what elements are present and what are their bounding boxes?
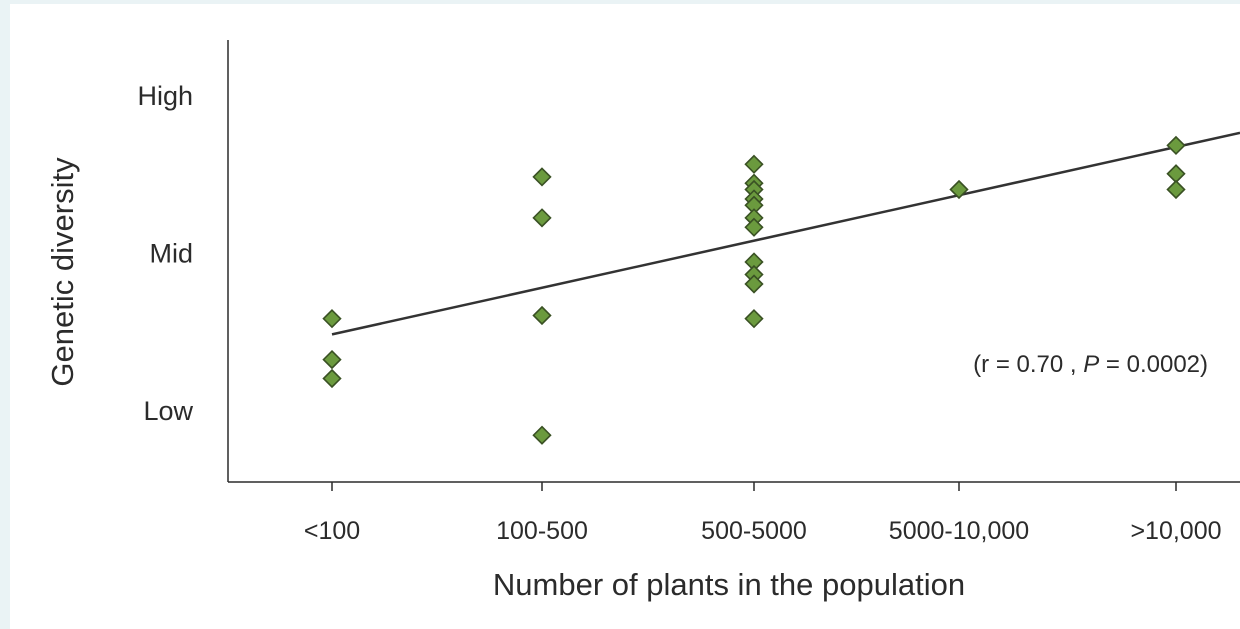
trendline: [331, 131, 1240, 336]
data-point: [744, 154, 764, 174]
y-level-label: Low: [143, 396, 193, 426]
data-point: [1166, 179, 1186, 200]
data-point: [532, 305, 552, 326]
y-level-label: Mid: [149, 239, 193, 269]
labels-group: <100 100-500 500-5000 5000-10,000 >10,000 Hig…: [137, 81, 1221, 545]
stat-p-value: = 0.0002): [1099, 351, 1208, 378]
x-tick-label: 100-500: [496, 517, 588, 545]
trendline-group: [331, 131, 1240, 336]
data-point: [744, 217, 764, 237]
data-point: [322, 368, 342, 389]
stat-p-symbol: P: [1083, 351, 1099, 378]
data-point: [322, 349, 342, 370]
stat-r: (r = 0.70 ,: [973, 351, 1083, 378]
x-tick-label: 5000-10,000: [889, 517, 1029, 545]
x-axis-title: Number of plants in the population: [493, 567, 965, 602]
axes: [227, 40, 1240, 491]
stat-annotation: (r = 0.70 , P = 0.0002): [973, 351, 1208, 378]
points-group: [322, 135, 1186, 445]
data-point: [744, 309, 764, 329]
data-point: [1166, 164, 1186, 184]
data-point: [532, 208, 552, 228]
x-tick-label: 500-5000: [701, 517, 807, 545]
x-tick-label: <100: [304, 517, 360, 545]
data-point: [532, 167, 552, 187]
scatter-chart: <100 100-500 500-5000 5000-10,000 >10,000 Hig…: [45, 40, 1240, 602]
y-level-label: High: [137, 81, 193, 111]
data-point: [532, 425, 552, 445]
data-point: [322, 309, 342, 329]
data-point: [744, 274, 764, 294]
x-tick-label: >10,000: [1130, 517, 1221, 545]
y-axis-title: Genetic diversity: [45, 157, 80, 387]
chart-panel: <100 100-500 500-5000 5000-10,000 >10,000 Hig…: [10, 4, 1240, 629]
data-point: [1166, 135, 1186, 156]
data-point: [949, 179, 969, 200]
